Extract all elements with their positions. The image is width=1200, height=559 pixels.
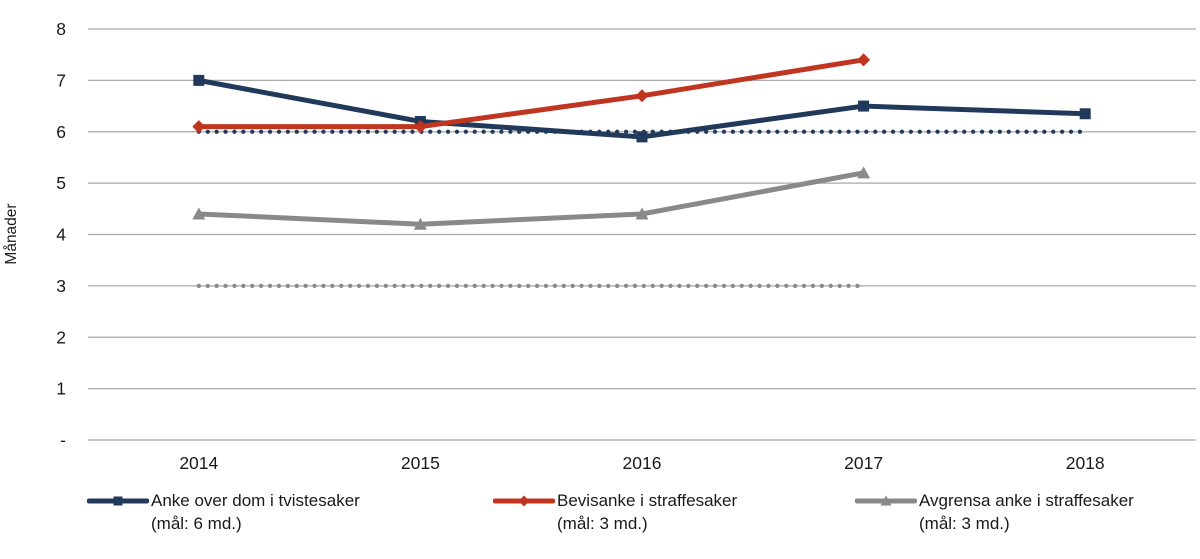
- data-point-marker-diamond: [518, 495, 530, 507]
- data-point-marker-diamond: [857, 53, 871, 67]
- y-tick-label: 8: [56, 19, 66, 39]
- legend-label-line2: (mål: 3 md.): [919, 514, 1010, 533]
- data-point-marker-triangle: [880, 495, 892, 506]
- y-tick-label: 5: [56, 173, 66, 193]
- x-tick-label: 2018: [1066, 453, 1105, 473]
- series-line-2: [196, 57, 867, 130]
- data-point-marker-diamond: [192, 120, 206, 134]
- data-point-marker-triangle: [635, 207, 649, 220]
- legend-label-line1: Anke over dom i tvistesaker: [151, 491, 360, 510]
- legend: Anke over dom i tvistesaker (mål: 6 md.)…: [0, 489, 1200, 549]
- series-line-3: [196, 170, 867, 227]
- legend-label: Bevisanke i straffesaker (mål: 3 md.): [557, 489, 737, 535]
- legend-swatch-graphic: [86, 496, 150, 506]
- legend-swatch-graphic: [854, 495, 918, 506]
- y-tick-label: 6: [56, 122, 66, 142]
- legend-item-avgrensa-anke: Avgrensa anke i straffesaker (mål: 3 md.…: [854, 489, 1134, 535]
- y-tick-label: 1: [56, 379, 66, 399]
- y-tick-label: 7: [56, 70, 66, 90]
- data-point-marker-triangle: [857, 166, 871, 179]
- legend-label: Anke over dom i tvistesaker (mål: 6 md.): [151, 489, 360, 535]
- legend-swatch-square-icon: [86, 489, 150, 511]
- y-tick-label: -: [60, 430, 66, 450]
- data-point-marker-square: [636, 131, 648, 143]
- y-tick-label: 2: [56, 327, 66, 347]
- data-point-marker-diamond: [413, 120, 427, 134]
- y-axis-title: Månader: [3, 203, 20, 264]
- x-tick-label: 2015: [401, 453, 440, 473]
- legend-item-anke-over-dom: Anke over dom i tvistesaker (mål: 6 md.): [86, 489, 360, 535]
- legend-label-line1: Bevisanke i straffesaker: [557, 491, 738, 510]
- y-tick-label: 4: [56, 225, 66, 245]
- x-tick-labels-group: 2014 2015 2016 2017 2018: [179, 453, 1104, 473]
- series-lines-group: [192, 53, 1091, 230]
- data-point-marker-square: [858, 100, 870, 112]
- data-point-marker-triangle: [413, 217, 427, 230]
- legend-label-line1: Avgrensa anke i straffesaker: [919, 491, 1134, 510]
- legend-label-line2: (mål: 6 md.): [151, 514, 242, 533]
- legend-swatch-diamond-icon: [492, 489, 556, 511]
- legend-item-bevisanke: Bevisanke i straffesaker (mål: 3 md.): [492, 489, 737, 535]
- x-tick-label: 2017: [844, 453, 883, 473]
- legend-swatch-triangle-icon: [854, 489, 918, 511]
- y-tick-labels-group: 8 7 6 5 4 3 2 1 -: [56, 19, 66, 450]
- x-tick-label: 2016: [623, 453, 662, 473]
- data-point-marker-triangle: [192, 207, 206, 220]
- data-point-marker-square: [1079, 108, 1091, 120]
- data-point-marker-square: [193, 74, 205, 86]
- data-point-marker-diamond: [635, 89, 649, 103]
- legend-label-line2: (mål: 3 md.): [557, 514, 648, 533]
- legend-label: Avgrensa anke i straffesaker (mål: 3 md.…: [919, 489, 1134, 535]
- data-point-marker-square: [113, 496, 123, 506]
- y-tick-label: 3: [56, 276, 66, 296]
- x-tick-label: 2014: [179, 453, 218, 473]
- legend-swatch-graphic: [492, 495, 556, 507]
